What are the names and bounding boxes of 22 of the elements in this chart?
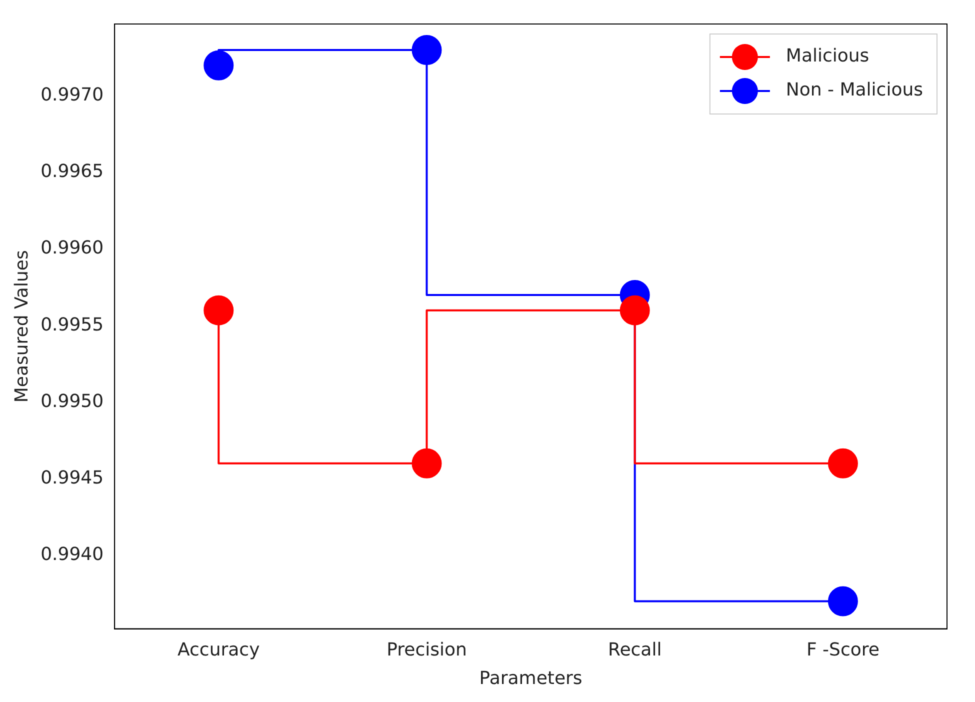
x-tick-label: Recall [608, 639, 662, 660]
point [828, 586, 858, 616]
y-tick-label: 0.9945 [40, 467, 104, 488]
y-tick-label: 0.9960 [40, 238, 104, 259]
point [828, 448, 858, 478]
point [412, 448, 442, 478]
y-tick-label: 0.9955 [40, 314, 104, 336]
y-axis-title: Measured Values [11, 250, 32, 403]
x-tick-label: F -Score [806, 639, 880, 660]
point [412, 35, 442, 66]
point [620, 295, 650, 326]
y-tick-label: 0.9950 [40, 390, 104, 412]
y-tick-label: 0.9940 [40, 544, 104, 565]
x-tick-label: Accuracy [178, 639, 260, 660]
legend-label: Non - Malicious [786, 80, 924, 101]
y-tick-label: 0.9965 [40, 161, 104, 182]
y-tick-label: 0.9970 [40, 84, 104, 106]
point [204, 50, 234, 80]
legend-label: Malicious [786, 46, 870, 67]
point [204, 295, 234, 326]
x-axis-title: Parameters [479, 668, 582, 689]
x-tick-label: Precision [386, 639, 467, 660]
